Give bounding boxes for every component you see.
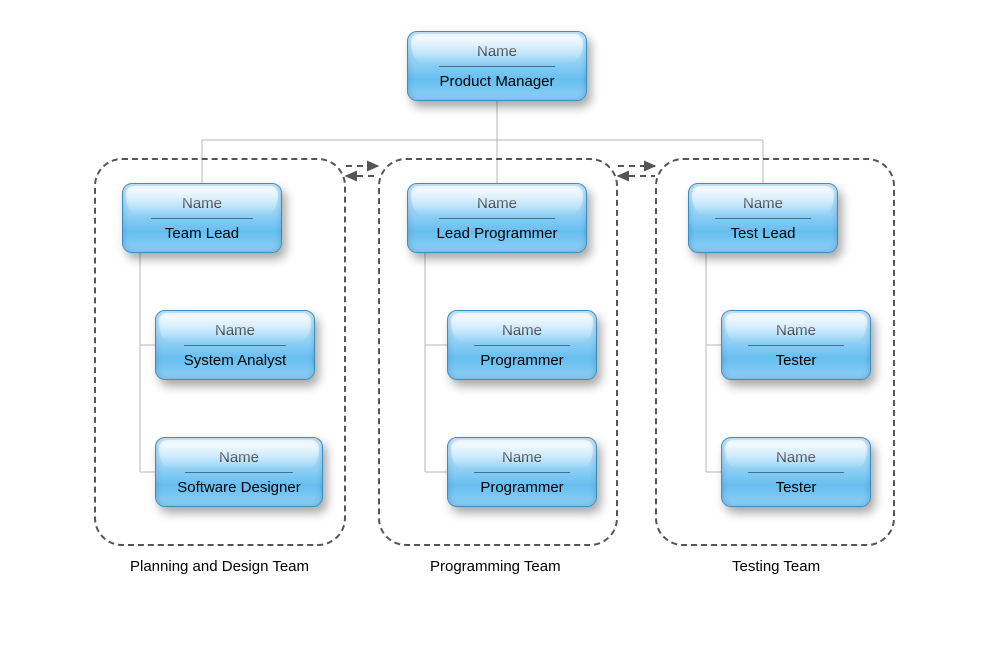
node-role: Software Designer	[177, 475, 300, 496]
node-divider	[151, 218, 253, 219]
node-divider	[474, 345, 569, 346]
node-divider	[184, 345, 286, 346]
node-divider	[439, 66, 556, 67]
group-label-planning-design: Planning and Design Team	[130, 558, 309, 575]
group-label-programming: Programming Team	[430, 558, 561, 575]
node-divider	[439, 218, 556, 219]
node-name: Name	[477, 43, 517, 64]
node-divider	[748, 345, 843, 346]
node-name: Name	[776, 322, 816, 343]
node-role: Team Lead	[165, 221, 239, 242]
node-tester-1: Name Tester	[721, 310, 871, 380]
node-role: Product Manager	[439, 69, 554, 90]
node-role: Test Lead	[730, 221, 795, 242]
node-name: Name	[477, 195, 517, 216]
node-lead-programmer: Name Lead Programmer	[407, 183, 587, 253]
node-name: Name	[776, 449, 816, 470]
node-divider	[748, 472, 843, 473]
node-divider	[715, 218, 810, 219]
node-product-manager: Name Product Manager	[407, 31, 587, 101]
node-name: Name	[219, 449, 259, 470]
node-role: Tester	[776, 475, 817, 496]
node-name: Name	[182, 195, 222, 216]
node-test-lead: Name Test Lead	[688, 183, 838, 253]
node-system-analyst: Name System Analyst	[155, 310, 315, 380]
node-role: Programmer	[480, 475, 563, 496]
node-divider	[185, 472, 293, 473]
node-programmer-2: Name Programmer	[447, 437, 597, 507]
node-role: System Analyst	[184, 348, 287, 369]
org-chart-canvas: { "canvas": { "width": 993, "height": 64…	[0, 0, 993, 647]
node-software-designer: Name Software Designer	[155, 437, 323, 507]
node-role: Lead Programmer	[437, 221, 558, 242]
node-tester-2: Name Tester	[721, 437, 871, 507]
node-name: Name	[743, 195, 783, 216]
node-name: Name	[502, 449, 542, 470]
node-name: Name	[215, 322, 255, 343]
node-role: Programmer	[480, 348, 563, 369]
node-role: Tester	[776, 348, 817, 369]
group-label-testing: Testing Team	[732, 558, 820, 575]
node-divider	[474, 472, 569, 473]
node-programmer-1: Name Programmer	[447, 310, 597, 380]
node-team-lead: Name Team Lead	[122, 183, 282, 253]
node-name: Name	[502, 322, 542, 343]
